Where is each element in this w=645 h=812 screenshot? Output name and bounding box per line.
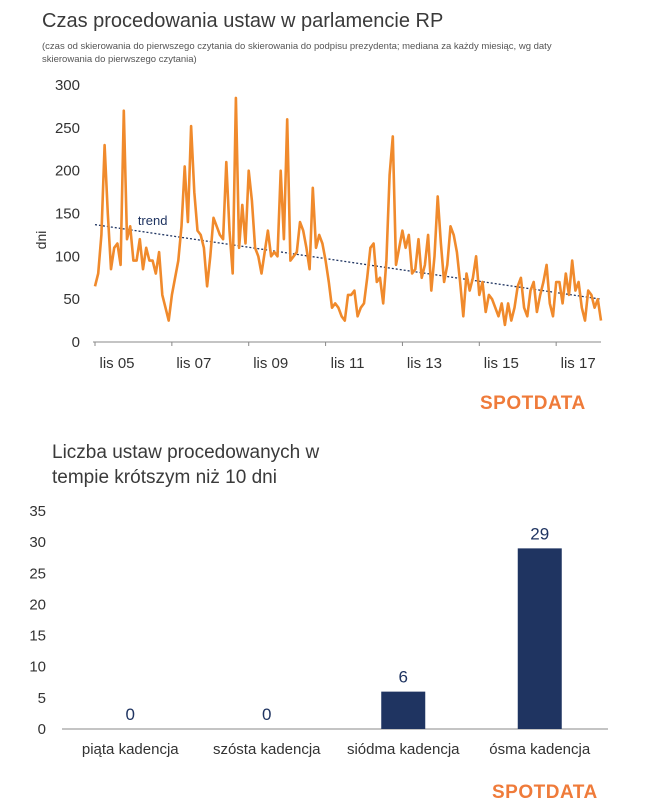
y-tick-label: 15 — [29, 628, 46, 645]
series-line — [93, 96, 603, 327]
data-label: 6 — [399, 668, 408, 687]
x-tick-label: lis 11 — [331, 355, 365, 372]
y-tick-label: 0 — [38, 721, 46, 738]
y-tick-label: 300 — [55, 77, 80, 94]
y-tick-label: 50 — [63, 291, 80, 308]
category-label: szósta kadencja — [213, 741, 321, 758]
y-tick-label: 35 — [29, 503, 46, 520]
x-tick-label: lis 15 — [484, 355, 519, 372]
bar — [381, 691, 426, 729]
brand-logo-bottom: SPOTDATA — [492, 782, 598, 803]
category-label: siódma kadencja — [347, 741, 460, 758]
bar-chart: 35 30 25 20 15 10 5 0 0 piąta kadencja 0 szósta kad… — [29, 503, 608, 758]
line-chart-title: Czas procedowania ustaw w parlamencie RP — [42, 10, 444, 32]
bar-chart-title-text: Liczba ustaw procedowanych w tempie krót… — [52, 442, 320, 488]
x-tick-label: lis 07 — [176, 355, 211, 372]
category-label: ósma kadencja — [489, 741, 591, 758]
line-chart: 300 250 200 150 100 50 0 dni lis 05 lis 07 lis 09 l… — [33, 77, 603, 372]
y-tick-label: 25 — [29, 565, 46, 582]
x-tick-label: lis 09 — [253, 355, 288, 372]
y-tick-label: 150 — [55, 206, 80, 223]
y-tick-label: 100 — [55, 248, 80, 265]
y-tick-label: 30 — [29, 534, 46, 551]
y-tick-label: 200 — [55, 163, 80, 180]
bar-chart-title: Liczba ustaw procedowanych w tempie krót… — [52, 440, 352, 490]
trend-label: trend — [138, 213, 168, 228]
data-label: 0 — [126, 705, 135, 724]
y-axis-label: dni — [33, 231, 49, 250]
y-tick-label: 20 — [29, 596, 46, 613]
brand-logo-top: SPOTDATA — [480, 393, 586, 414]
y-tick-label: 250 — [55, 120, 80, 137]
x-tick-label: lis 17 — [561, 355, 596, 372]
y-tick-label: 5 — [38, 690, 46, 707]
data-label: 29 — [530, 524, 549, 543]
bar — [517, 548, 562, 729]
data-label: 0 — [262, 705, 271, 724]
x-tick-label: lis 05 — [99, 355, 134, 372]
category-label: piąta kadencja — [82, 741, 179, 758]
y-tick-label: 10 — [29, 659, 46, 676]
line-chart-subtitle: (czas od skierowania do pierwszego czyta… — [42, 41, 552, 65]
x-tick-label: lis 13 — [407, 355, 442, 372]
y-tick-label: 0 — [72, 334, 80, 351]
trend-line — [94, 223, 602, 300]
